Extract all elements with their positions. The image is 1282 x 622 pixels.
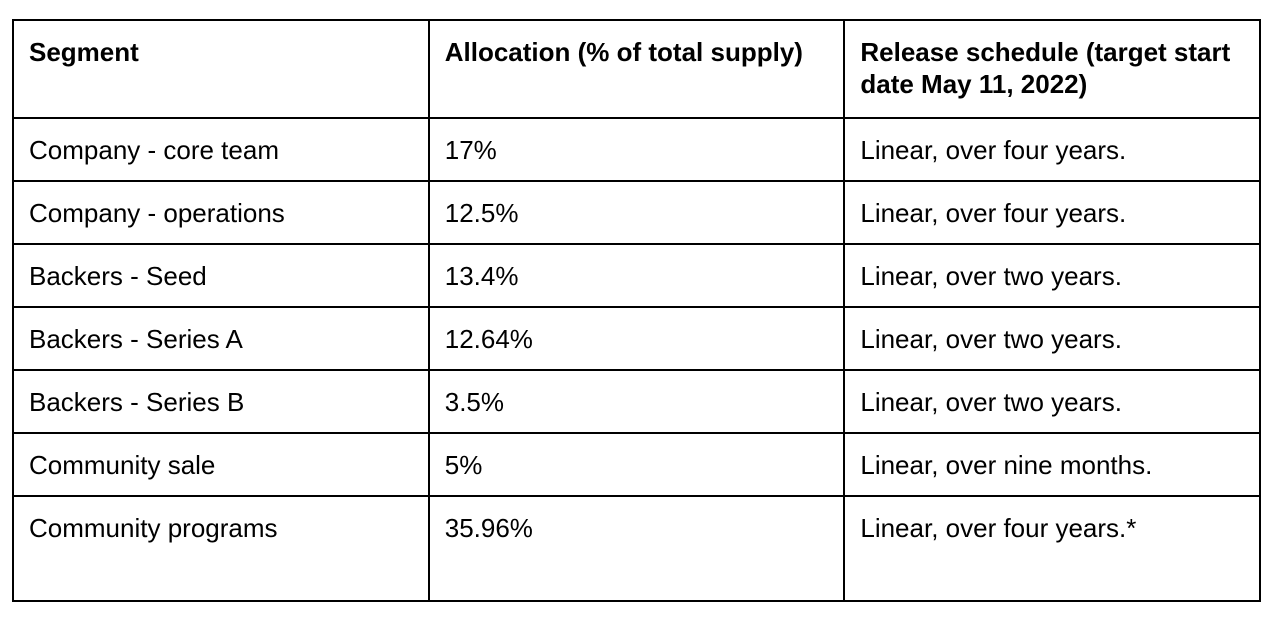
release-schedule-cell: Linear, over four years.* — [843, 495, 1261, 602]
segment-cell: Company - core team — [12, 117, 430, 182]
table-body: Company - core team 17% Linear, over fou… — [12, 117, 1261, 602]
release-schedule-cell: Linear, over two years. — [843, 369, 1261, 434]
segment-cell: Backers - Series B — [12, 369, 430, 434]
table-row: Community programs 35.96% Linear, over f… — [12, 495, 1261, 602]
table-header: Segment Allocation (% of total supply) R… — [12, 19, 1261, 119]
table-row: Company - core team 17% Linear, over fou… — [12, 117, 1261, 182]
release-schedule-cell: Linear, over four years. — [843, 180, 1261, 245]
table-row: Backers - Series A 12.64% Linear, over t… — [12, 306, 1261, 371]
column-header-release: Release schedule (target start date May … — [843, 19, 1261, 119]
allocation-cell: 12.64% — [427, 306, 846, 371]
release-schedule-cell: Linear, over two years. — [843, 243, 1261, 308]
table-row: Backers - Seed 13.4% Linear, over two ye… — [12, 243, 1261, 308]
allocation-cell: 5% — [427, 432, 846, 497]
allocation-cell: 35.96% — [427, 495, 846, 602]
segment-cell: Community programs — [12, 495, 430, 602]
segment-cell: Community sale — [12, 432, 430, 497]
release-schedule-cell: Linear, over two years. — [843, 306, 1261, 371]
token-allocation-table: Segment Allocation (% of total supply) R… — [12, 19, 1261, 602]
column-header-segment: Segment — [12, 19, 430, 119]
allocation-cell: 13.4% — [427, 243, 846, 308]
header-row: Segment Allocation (% of total supply) R… — [12, 19, 1261, 119]
table-row: Company - operations 12.5% Linear, over … — [12, 180, 1261, 245]
table-row: Community sale 5% Linear, over nine mont… — [12, 432, 1261, 497]
segment-cell: Company - operations — [12, 180, 430, 245]
release-schedule-cell: Linear, over four years. — [843, 117, 1261, 182]
segment-cell: Backers - Seed — [12, 243, 430, 308]
segment-cell: Backers - Series A — [12, 306, 430, 371]
allocation-cell: 12.5% — [427, 180, 846, 245]
allocation-cell: 3.5% — [427, 369, 846, 434]
release-schedule-cell: Linear, over nine months. — [843, 432, 1261, 497]
column-header-allocation: Allocation (% of total supply) — [427, 19, 846, 119]
table-row: Backers - Series B 3.5% Linear, over two… — [12, 369, 1261, 434]
allocation-cell: 17% — [427, 117, 846, 182]
